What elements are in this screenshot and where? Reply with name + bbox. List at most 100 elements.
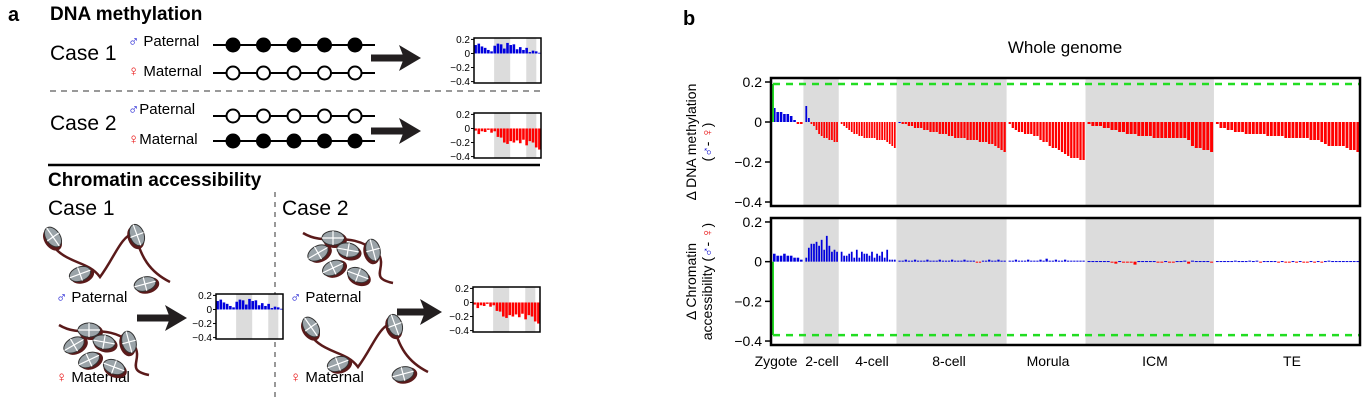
- bar: [901, 122, 904, 124]
- female-symbol-icon: ♀: [699, 227, 715, 238]
- mini-bar: [483, 128, 487, 132]
- bar: [813, 122, 815, 126]
- nucleosome-icon: [322, 259, 348, 278]
- bar: [1219, 122, 1223, 128]
- mini-bar: [508, 302, 511, 316]
- mini-bar: [503, 128, 506, 143]
- mini-bar: [531, 128, 535, 143]
- bar: [1259, 122, 1262, 134]
- bar: [793, 120, 796, 122]
- chromatin-case2-paternal: ♂ Paternal: [290, 289, 361, 306]
- bar: [1063, 122, 1067, 154]
- mini-bar: [496, 128, 500, 137]
- histone-line: [400, 367, 406, 381]
- bar: [866, 122, 868, 138]
- bar: [1202, 122, 1206, 150]
- bar: [836, 251, 838, 262]
- bar: [1020, 122, 1024, 132]
- bar: [1352, 261, 1356, 263]
- bar: [891, 122, 894, 146]
- bar: [1291, 261, 1295, 263]
- histone-line: [102, 335, 106, 349]
- label-text: ): [699, 123, 715, 128]
- bar: [876, 122, 878, 140]
- methylation-case2-label: Case 2: [50, 112, 117, 135]
- bar: [972, 260, 975, 262]
- nucleosome-icon: [78, 351, 104, 370]
- mini-bar: [257, 305, 261, 310]
- histone-line: [388, 322, 402, 328]
- bar: [873, 122, 876, 138]
- maternal-label: Maternal: [143, 63, 202, 80]
- mini-bar: [511, 302, 515, 317]
- bar: [1160, 122, 1164, 138]
- mini-bar: [495, 302, 499, 311]
- bar: [853, 122, 856, 134]
- mini-tick-label: 0.2: [456, 35, 470, 46]
- bar: [1345, 261, 1349, 263]
- mini-bar-chart: 0.2 0 −0.2 −0.4: [450, 110, 542, 163]
- bar: [783, 253, 786, 262]
- bar: [1003, 260, 1006, 262]
- bar: [1129, 122, 1133, 134]
- mini-bar: [473, 302, 476, 305]
- bar: [1141, 261, 1145, 263]
- mini-bar: [538, 128, 541, 150]
- panel-a-graphics: 0.20−0.2−0.40.20−0.2−0.40.20−0.2−0.40.20…: [43, 35, 542, 398]
- bar: [1298, 122, 1302, 138]
- bar: [1206, 122, 1210, 150]
- bar: [1266, 261, 1270, 263]
- bar: [1148, 122, 1152, 136]
- bar: [1251, 122, 1255, 134]
- bar: [1273, 261, 1277, 263]
- chromatin-case1-label: Case 1: [48, 197, 115, 220]
- right-arrow-icon: [137, 305, 187, 331]
- bar: [776, 255, 779, 262]
- bar: [1349, 122, 1352, 150]
- methylated-cpg-icon: [317, 37, 332, 53]
- bar: [1302, 122, 1306, 138]
- bar: [920, 122, 923, 128]
- bar: [855, 122, 858, 134]
- bar: [960, 260, 963, 262]
- methylated-cpg-icon: [347, 37, 363, 53]
- bar: [779, 112, 783, 122]
- chromatin-case2-maternal: ♀ Maternal: [290, 369, 364, 386]
- shaded-stage-band: [803, 218, 839, 345]
- bar: [1320, 261, 1324, 263]
- bar: [1057, 122, 1061, 150]
- mini-bar: [482, 302, 486, 306]
- bar: [773, 253, 776, 262]
- bar: [957, 122, 960, 138]
- bar: [807, 118, 810, 122]
- bar: [1079, 122, 1082, 160]
- bar: [1125, 261, 1129, 263]
- bar: [1054, 259, 1058, 262]
- bar: [1000, 260, 1003, 262]
- histone-line: [69, 338, 79, 352]
- mini-charts: 0.20−0.2−0.40.20−0.2−0.40.20−0.2−0.40.20…: [192, 35, 542, 344]
- bar: [994, 122, 997, 146]
- bar: [944, 260, 948, 262]
- bar: [1079, 260, 1082, 262]
- bar: [1287, 261, 1291, 263]
- bar: [901, 260, 904, 262]
- mini-bar: [490, 51, 493, 54]
- mini-bar: [499, 128, 503, 138]
- bar: [1171, 261, 1175, 263]
- bar: [1039, 259, 1042, 262]
- bar: [853, 257, 856, 262]
- bar: [893, 259, 896, 262]
- mini-tick-label: −0.2: [449, 312, 469, 323]
- bar: [813, 243, 815, 262]
- mini-bar: [522, 49, 525, 54]
- bar: [913, 122, 917, 128]
- female-symbol-icon: ♀: [290, 369, 302, 386]
- mini-bar: [251, 301, 254, 310]
- bar: [1305, 122, 1309, 138]
- mini-bar: [503, 48, 506, 54]
- y-tick-label: 0.2: [743, 214, 763, 230]
- nucleosome-icon: [301, 316, 321, 341]
- bar: [871, 122, 873, 138]
- bar: [1352, 122, 1356, 150]
